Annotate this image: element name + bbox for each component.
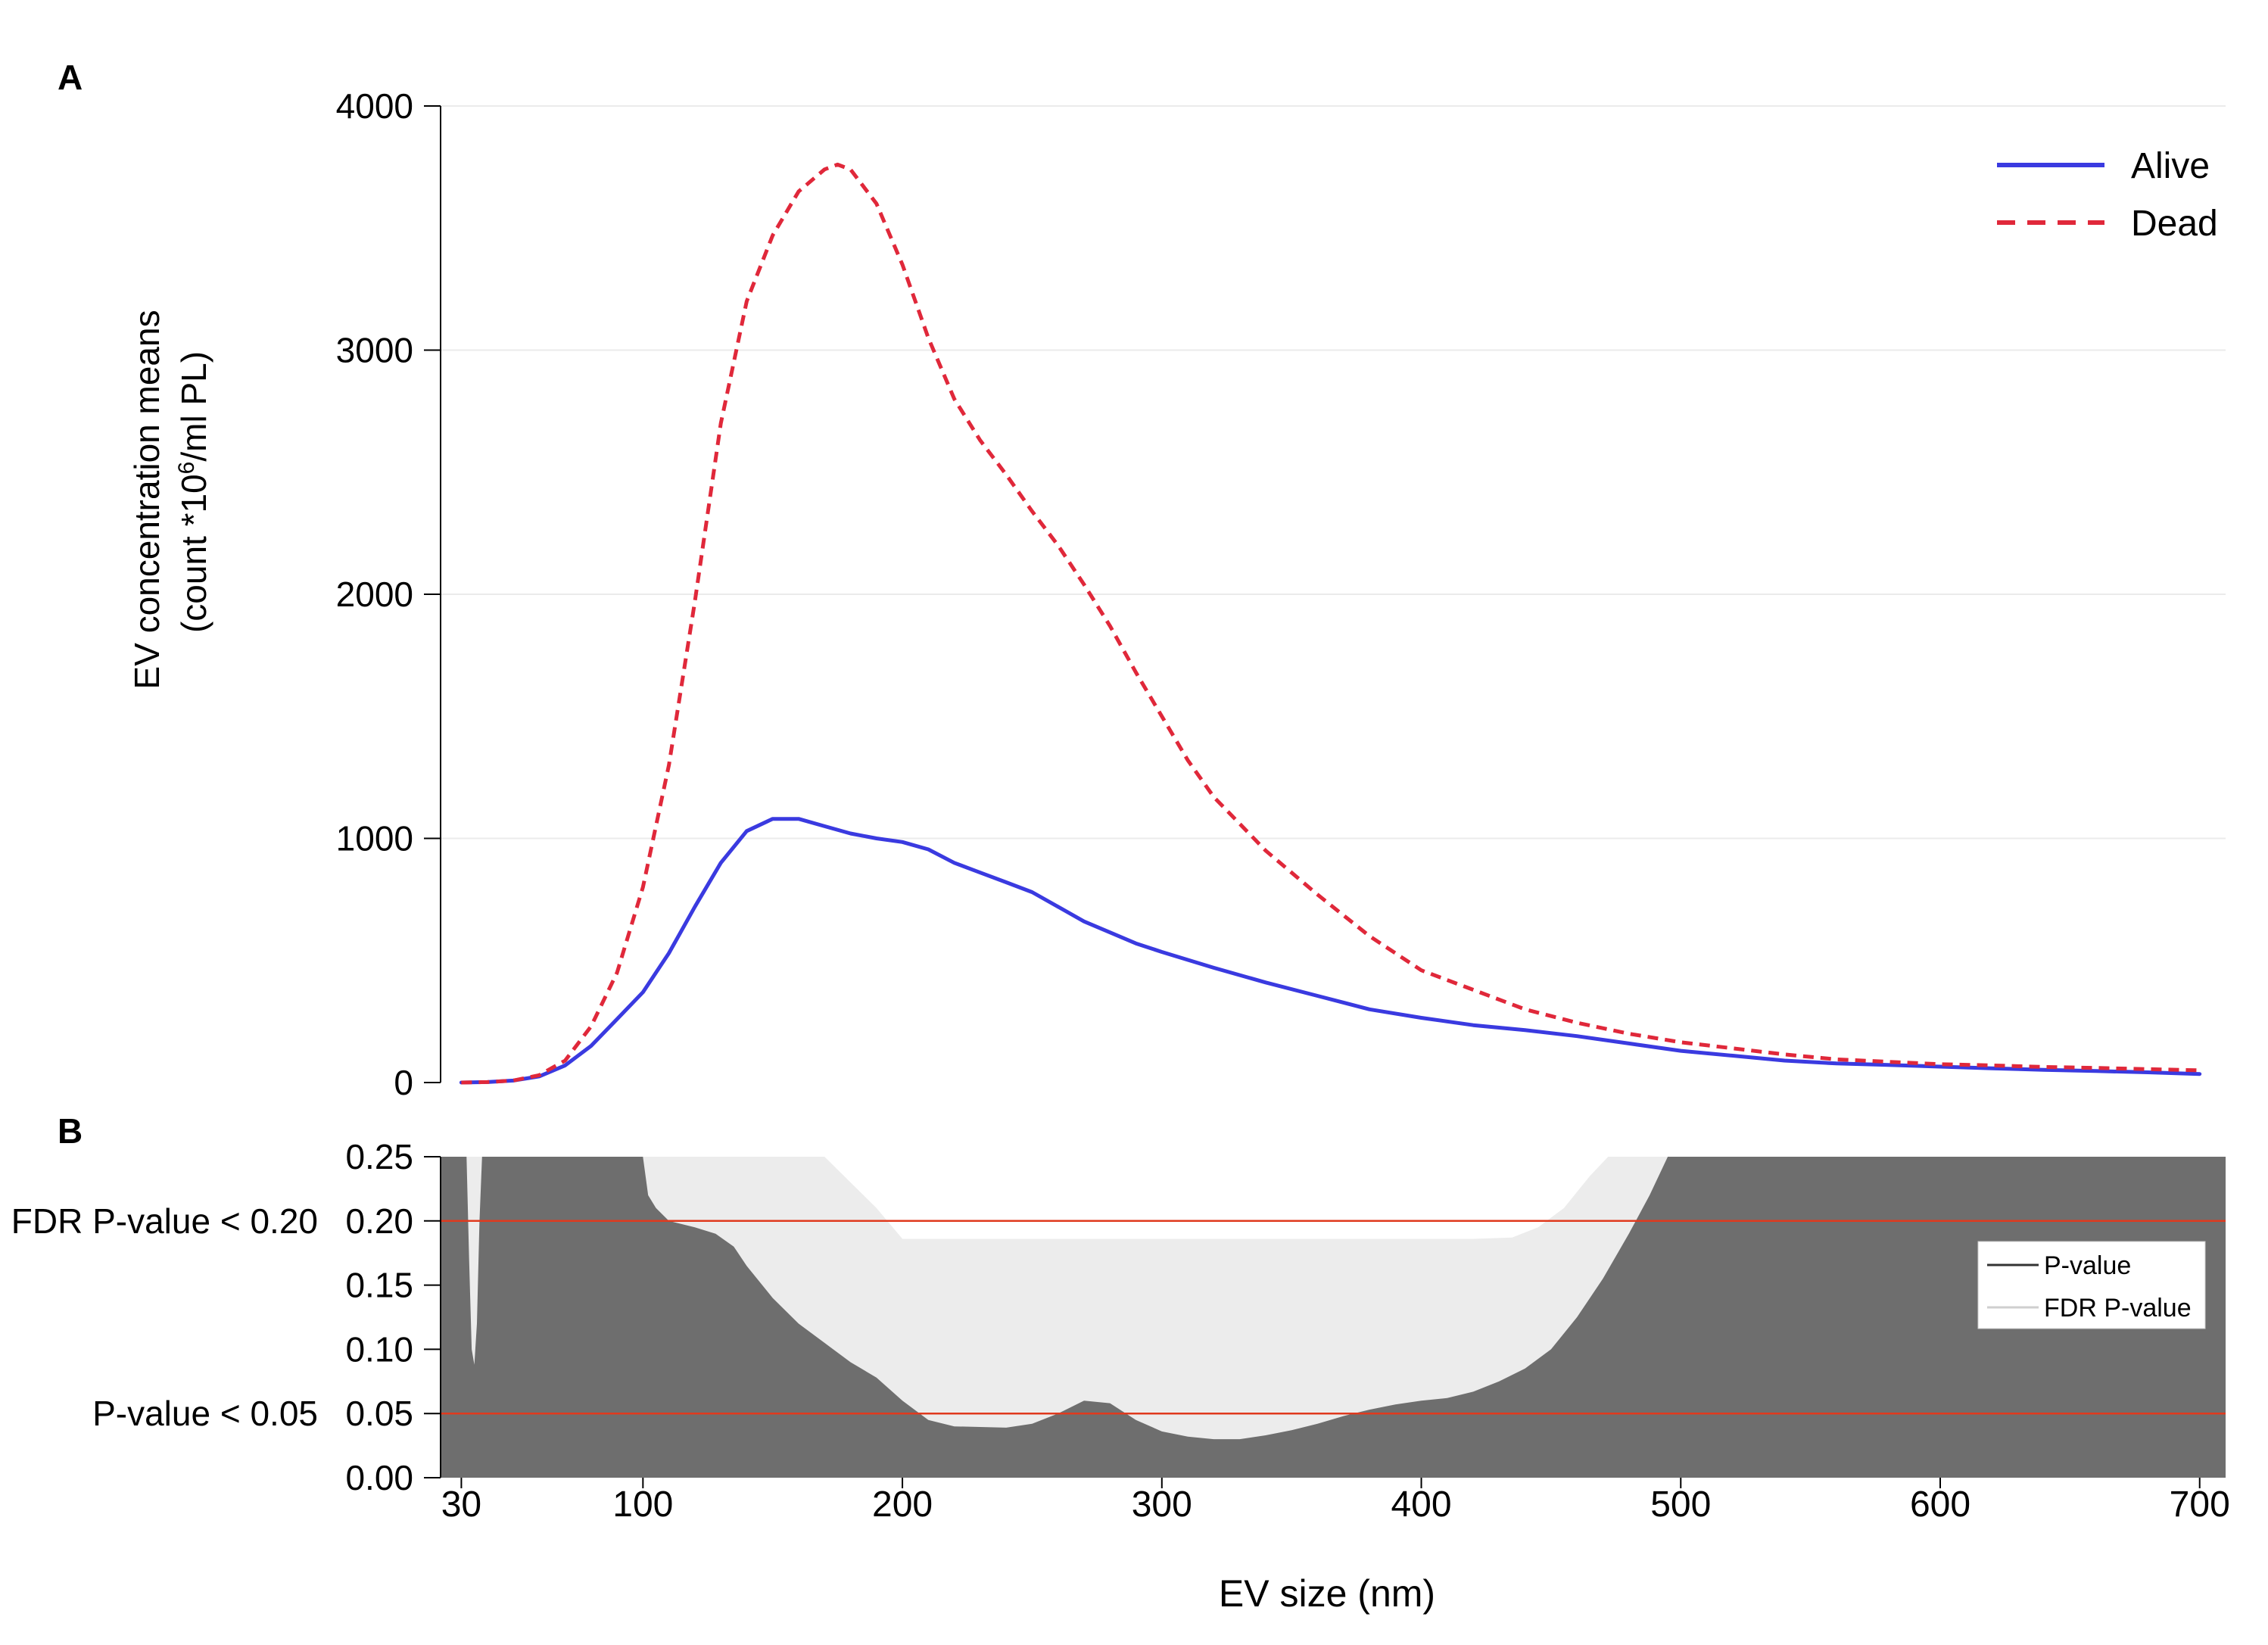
x-tick-label: 300 (1132, 1485, 1192, 1525)
legend-label-p-value: P-value (2044, 1251, 2131, 1280)
panel-a-y-tick-label: 4000 (336, 86, 413, 126)
panel-b-label: B (58, 1111, 83, 1151)
x-axis-ticks: 30 100 200 300 400 500 600 700 (441, 1478, 2230, 1525)
fdr-label-backdrop (48, 1199, 321, 1242)
y-label-superscript: 6 (174, 462, 199, 475)
panel-b-y-tick-label: 0.25 (345, 1137, 413, 1176)
panel-b: B 0.00 0.05 0.10 0.15 0.20 0.25 FDR P-value <… (11, 1111, 2226, 1497)
area-p-value (441, 1157, 2226, 1478)
panel-b-y-tick-label: 0.10 (345, 1329, 413, 1369)
fdr-threshold-label: FDR P-value < 0.20 (11, 1201, 318, 1241)
x-tick-label: 600 (1910, 1485, 1970, 1525)
panel-a-y-axis-label-line1: EV concentration means (127, 310, 167, 689)
y-label-prefix: (count *10 (174, 474, 213, 633)
legend-label-alive: Alive (2131, 146, 2210, 186)
panel-a-y-axis-label-line2: (count *106/ml PL) (174, 351, 214, 633)
legend-label-dead: Dead (2131, 204, 2218, 244)
panel-b-areas (441, 1157, 2226, 1478)
p-threshold-label: P-value < 0.05 (92, 1394, 318, 1433)
panel-a-y-tick-label: 2000 (336, 575, 413, 614)
panel-b-legend-box (1977, 1241, 2206, 1329)
panel-a-series-lines (459, 162, 2202, 1085)
panel-a-legend: Alive Dead (1997, 146, 2218, 244)
p-label-backdrop (129, 1392, 326, 1435)
y-label-suffix: /ml PL) (174, 351, 213, 462)
panel-b-threshold-lines (441, 1220, 2226, 1415)
panel-a-gridlines (441, 105, 2226, 840)
x-tick-label: 400 (1391, 1485, 1451, 1525)
panel-b-y-tick-label: 0.05 (345, 1394, 413, 1433)
x-tick-label: 500 (1650, 1485, 1711, 1525)
panel-a-label: A (58, 58, 83, 97)
panel-a-y-tick-label: 0 (394, 1063, 413, 1102)
panel-b-y-tick-label: 0.15 (345, 1266, 413, 1305)
panel-b-y-tick-label: 0.00 (345, 1458, 413, 1497)
panel-a-y-tick-label: 1000 (336, 819, 413, 858)
series-line-alive (459, 817, 2202, 1085)
panel-b-threshold-labels: FDR P-value < 0.20 P-value < 0.05 (11, 1199, 326, 1435)
legend-label-fdr-p-value: FDR P-value (2044, 1294, 2192, 1323)
panel-a-y-tick-label: 3000 (336, 331, 413, 370)
panel-a-y-ticks: 0 1000 2000 3000 4000 (336, 86, 441, 1102)
series-line-dead (461, 162, 2200, 1085)
panel-b-y-ticks: 0.00 0.05 0.10 0.15 0.20 0.25 (345, 1137, 441, 1497)
x-tick-label: 100 (612, 1485, 673, 1525)
x-axis-label: EV size (nm) (1219, 1572, 1435, 1615)
x-tick-label: 30 (441, 1485, 481, 1525)
panel-a: A 0 1000 2000 3000 4000 EV concentration mea… (58, 58, 2226, 1102)
x-tick-label: 700 (2170, 1485, 2230, 1525)
panel-b-legend: P-value FDR P-value (1977, 1241, 2206, 1329)
panel-b-y-tick-label: 0.20 (345, 1201, 413, 1241)
x-tick-label: 200 (872, 1485, 933, 1525)
